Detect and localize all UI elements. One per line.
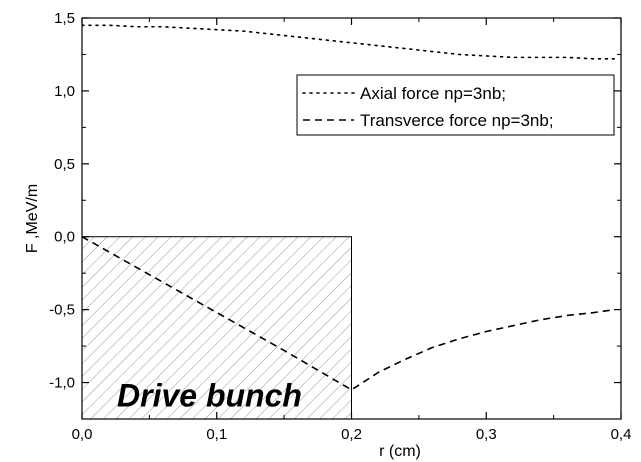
labels-layer: 0,0 0,1 0,2 0,3 0,4 1,5 1,0 0,5 0,0 -0,5 -1,0 r (cm… (24, 10, 631, 460)
y-tick-label: -0,5 (49, 302, 75, 319)
region-layer (81, 236, 352, 420)
x-tick-label: 0,0 (72, 426, 93, 443)
y-axis-label: F ,MeV/m (24, 184, 41, 253)
y-tick-label: 0,0 (54, 229, 75, 246)
y-tick-label: 0,5 (54, 156, 75, 173)
axes-layer (81, 17, 622, 420)
y-tick-label: 1,0 (54, 83, 75, 100)
x-tick-label: 0,3 (476, 426, 497, 443)
x-tick-label: 0,2 (341, 426, 362, 443)
y-tick-label: 1,5 (54, 10, 75, 27)
x-axis-label: r (cm) (379, 443, 421, 460)
hatched-region (81, 236, 352, 420)
legend-box (296, 74, 615, 136)
drive-bunch-label: Drive bunch (117, 377, 302, 413)
x-tick-label: 0,1 (206, 426, 227, 443)
y-tick-label: -1,0 (49, 375, 75, 392)
legend-label-axial-force: Axial force np=3nb; (360, 84, 506, 103)
legend-label-transverce-force: Transverce force np=3nb; (360, 111, 554, 130)
series-line-transverce-force (82, 236, 615, 391)
legend: Axial force np=3nb; Transverce force np=3… (296, 74, 615, 136)
series-layer (82, 24, 616, 391)
x-tick-label: 0,4 (611, 426, 632, 443)
series-line-axial-force (82, 24, 616, 60)
